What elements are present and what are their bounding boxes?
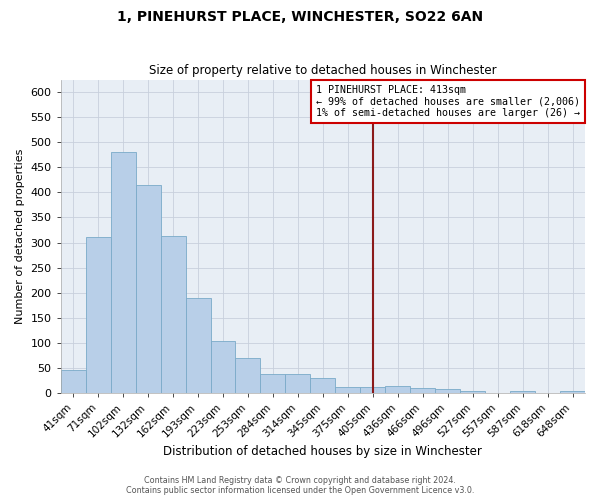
Bar (185, 298, 211, 393)
Bar (335, 386, 361, 393)
Bar (510, 390, 535, 393)
Bar (211, 342, 235, 393)
Text: Contains HM Land Registry data © Crown copyright and database right 2024.
Contai: Contains HM Land Registry data © Crown c… (126, 476, 474, 495)
Bar (61, 370, 86, 393)
Y-axis label: Number of detached properties: Number of detached properties (15, 148, 25, 324)
Bar (410, 388, 435, 393)
Title: Size of property relative to detached houses in Winchester: Size of property relative to detached ho… (149, 64, 497, 77)
X-axis label: Distribution of detached houses by size in Winchester: Distribution of detached houses by size … (163, 444, 482, 458)
Bar (235, 358, 260, 393)
Text: 1, PINEHURST PLACE, WINCHESTER, SO22 6AN: 1, PINEHURST PLACE, WINCHESTER, SO22 6AN (117, 10, 483, 24)
Bar (361, 386, 385, 393)
Bar (86, 237, 110, 393)
Bar (310, 378, 335, 393)
Bar (136, 185, 161, 393)
Bar (435, 389, 460, 393)
Bar (260, 374, 286, 393)
Bar (385, 386, 410, 393)
Bar (161, 236, 185, 393)
Bar (286, 374, 310, 393)
Bar (110, 152, 136, 393)
Bar (560, 390, 585, 393)
Text: 1 PINEHURST PLACE: 413sqm
← 99% of detached houses are smaller (2,006)
1% of sem: 1 PINEHURST PLACE: 413sqm ← 99% of detac… (316, 85, 580, 118)
Bar (460, 390, 485, 393)
